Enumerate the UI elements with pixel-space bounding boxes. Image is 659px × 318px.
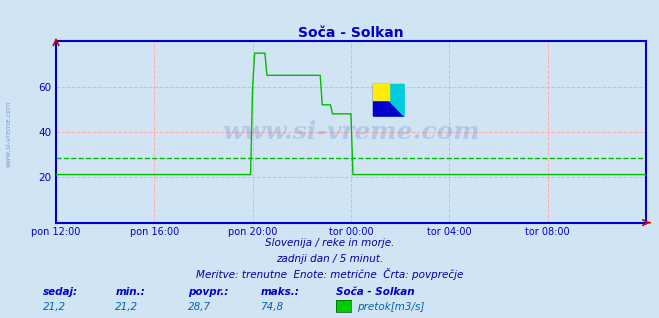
Text: 74,8: 74,8 — [260, 302, 283, 312]
Polygon shape — [374, 84, 389, 100]
Text: pretok[m3/s]: pretok[m3/s] — [357, 302, 424, 312]
Text: www.si-vreme.com: www.si-vreme.com — [5, 100, 11, 167]
Text: sedaj:: sedaj: — [43, 287, 78, 297]
Text: 21,2: 21,2 — [115, 302, 138, 312]
Polygon shape — [374, 84, 404, 116]
Text: povpr.:: povpr.: — [188, 287, 228, 297]
Text: www.si-vreme.com: www.si-vreme.com — [222, 120, 480, 144]
Text: maks.:: maks.: — [260, 287, 299, 297]
Text: Soča - Solkan: Soča - Solkan — [336, 287, 415, 297]
Text: Slovenija / reke in morje.: Slovenija / reke in morje. — [265, 238, 394, 248]
Text: zadnji dan / 5 minut.: zadnji dan / 5 minut. — [276, 254, 383, 264]
Text: min.:: min.: — [115, 287, 145, 297]
Text: 21,2: 21,2 — [43, 302, 66, 312]
Polygon shape — [374, 84, 404, 116]
Text: Meritve: trenutne  Enote: metrične  Črta: povprečje: Meritve: trenutne Enote: metrične Črta: … — [196, 268, 463, 280]
Text: 28,7: 28,7 — [188, 302, 211, 312]
Title: Soča - Solkan: Soča - Solkan — [298, 26, 404, 40]
